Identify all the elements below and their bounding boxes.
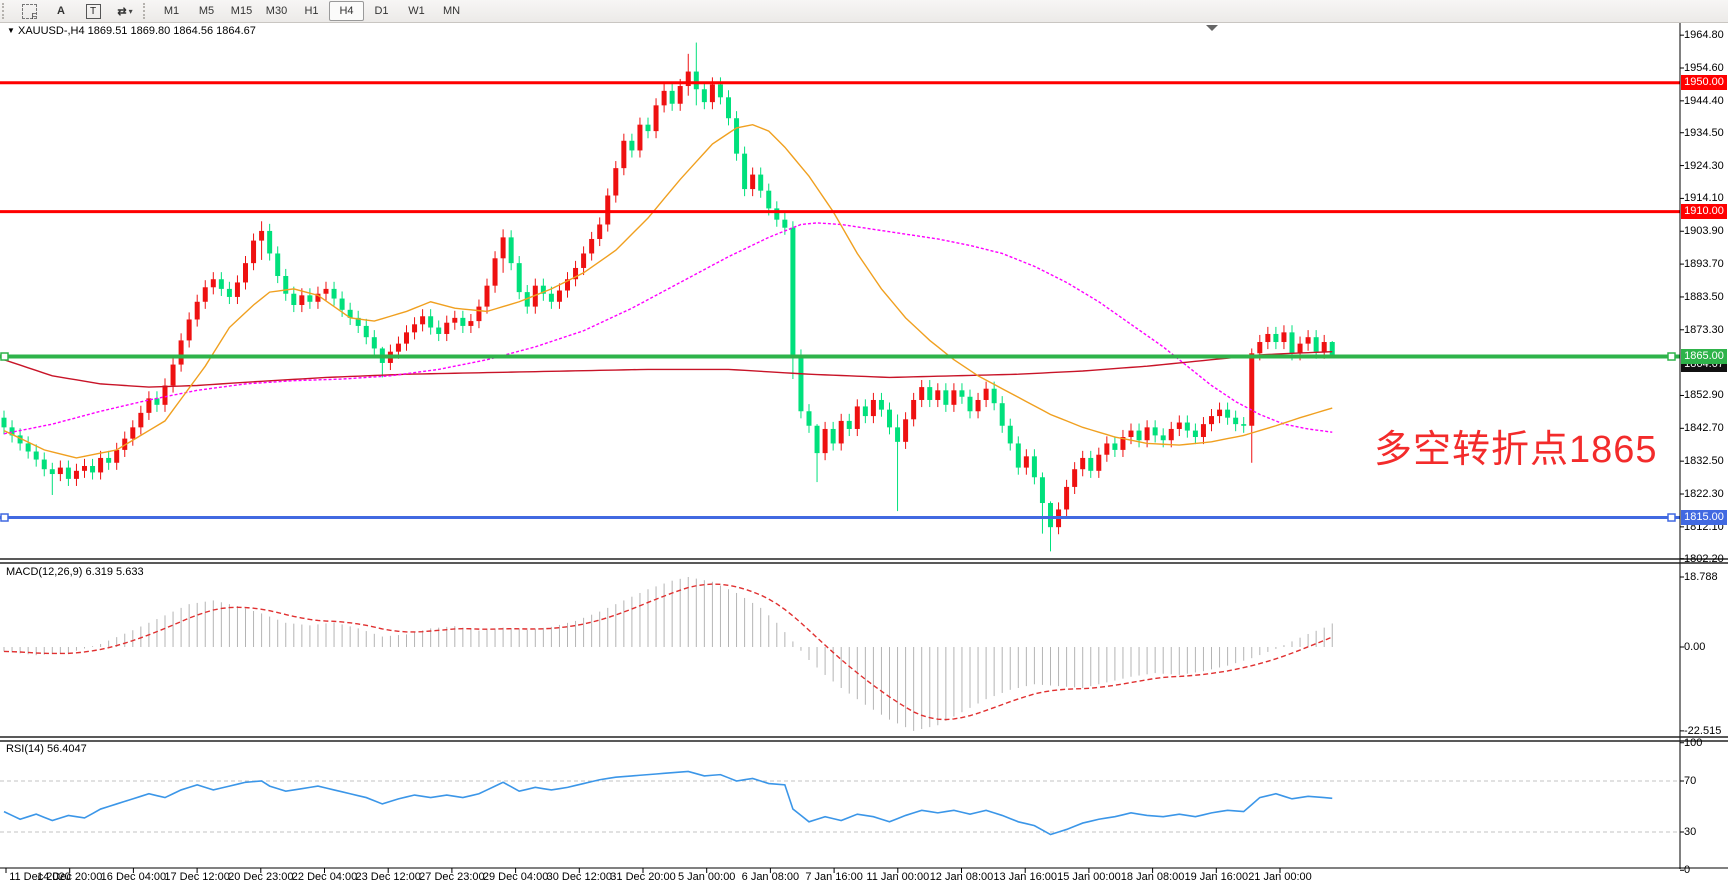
date-tick-label: 22 Dec 04:00	[291, 871, 358, 883]
candlesticks	[1, 42, 1335, 552]
rsi-tick-label: 30	[1684, 826, 1697, 838]
date-tick-label: 23 Dec 12:00	[355, 871, 421, 883]
price-tick-label: 1924.30	[1684, 159, 1724, 172]
date-tick-label: 11 Dec 2020	[9, 871, 71, 883]
date-tick-label: 12 Jan 08:00	[929, 871, 994, 883]
hline-handle-right-1815[interactable]	[1667, 513, 1676, 522]
date-tick-label: 30 Dec 12:00	[546, 871, 613, 883]
price-tick-label: 1914.10	[1684, 192, 1724, 205]
timeframe-button-m30[interactable]: M30	[265, 5, 288, 17]
price-tick-label: 1802.20	[1684, 552, 1724, 565]
price-tick-label: 1964.80	[1684, 29, 1724, 42]
hline-handle-left-1815[interactable]	[0, 513, 9, 522]
price-tick-label: 1842.70	[1684, 422, 1724, 435]
rsi-line	[3, 770, 1333, 836]
hline-handle-right-1865[interactable]	[1667, 352, 1676, 361]
symbol-title: ▼ XAUUSD-,H4 1869.51 1869.80 1864.56 186…	[7, 25, 256, 37]
hline-handle-left-1865[interactable]	[0, 352, 9, 361]
timeframe-button-h1[interactable]: H1	[304, 5, 319, 17]
level-badge-1865: 1865.00	[1681, 349, 1727, 364]
macd-tick-label: -22.515	[1684, 724, 1722, 737]
price-tick-label: 1822.30	[1684, 488, 1724, 500]
date-tick-label: 7 Jan 16:00	[805, 871, 863, 883]
date-tick-label: 13 Jan 16:00	[993, 871, 1057, 883]
dashed-box-glyph: F	[21, 3, 37, 21]
price-tick-label: 1873.30	[1684, 323, 1724, 336]
timeframe-button-m1[interactable]: M1	[163, 5, 180, 17]
price-tick-label: 1852.90	[1684, 389, 1724, 402]
timeframe-button-d1[interactable]: D1	[374, 5, 389, 17]
timeframe-button-m5[interactable]: M5	[198, 5, 215, 17]
rsi-tick-label: 70	[1684, 775, 1697, 787]
chart-shift-marker[interactable]	[1206, 25, 1218, 31]
arrow-tools-icon[interactable]: ⇄ ▾	[117, 5, 133, 18]
date-tick-label: 11 Jan 00:00	[866, 871, 930, 883]
timeframe-button-h4[interactable]: H4	[329, 1, 364, 21]
price-tick-label: 1934.50	[1684, 126, 1724, 139]
price-tick-label: 1883.50	[1684, 290, 1724, 303]
price-tick-label: 1954.60	[1684, 62, 1724, 74]
ma-mid-magenta	[3, 222, 1333, 435]
rsi-tick-label: 100	[1684, 736, 1703, 749]
price-tick-label: 1944.40	[1684, 94, 1724, 107]
chart-annotation-text[interactable]: 多空转折点1865	[1374, 429, 1658, 471]
date-tick-label: 20 Dec 23:00	[228, 871, 294, 883]
price-tick-label: 1893.70	[1684, 258, 1724, 271]
level-badge-1910: 1910.00	[1681, 204, 1727, 220]
dashed-select-f-icon[interactable]: F	[13, 1, 45, 21]
timeframe-toolbar: M1 M5 M15 M30 H1 H4 D1 W1 MN	[154, 1, 469, 21]
ma-slow-darkred	[3, 350, 1333, 388]
toolbar-grip[interactable]	[2, 3, 8, 19]
macd-label: MACD(12,26,9) 6.319 5.633	[6, 566, 144, 578]
timeframe-button-m15[interactable]: M15	[230, 5, 253, 17]
macd-signal-line	[3, 583, 1333, 721]
rsi-label: RSI(14) 56.4047	[6, 743, 87, 755]
collapse-icon[interactable]: ▼	[7, 26, 15, 35]
date-tick-label: 17 Dec 12:00	[164, 871, 230, 883]
symbol-ohlc-text: XAUUSD-,H4 1869.51 1869.80 1864.56 1864.…	[17, 25, 256, 37]
price-tick-label: 1903.90	[1684, 225, 1724, 238]
date-tick-label: 16 Dec 04:00	[100, 871, 167, 883]
level-badge-1950: 1950.00	[1681, 75, 1727, 91]
date-tick-label: 15 Jan 00:00	[1057, 871, 1121, 883]
toolbar-grip-2[interactable]	[143, 3, 149, 19]
timeframe-button-w1[interactable]: W1	[408, 5, 425, 17]
date-tick-label: 5 Jan 00:00	[677, 871, 736, 883]
text-label-icon[interactable]: T	[77, 1, 109, 21]
level-badge-1815: 1815.00	[1681, 510, 1727, 525]
date-tick-label: 6 Jan 08:00	[741, 871, 800, 883]
date-tick-label: 19 Jan 16:00	[1184, 871, 1249, 883]
text-annotation-icon[interactable]: A	[57, 5, 65, 17]
date-tick-label: 14 Dec 20:00	[36, 871, 103, 883]
toolbar: F A T ⇄ ▾ M1 M5 M15 M30 H1 H4 D1 W1 MN	[0, 0, 1728, 23]
date-tick-label: 31 Dec 20:00	[610, 871, 676, 883]
ma-fast-orange	[3, 123, 1333, 459]
date-tick-label: 21 Jan 00:00	[1248, 871, 1312, 883]
date-tick-label: 29 Dec 04:00	[482, 871, 549, 883]
rsi-tick-label: 0	[1684, 864, 1691, 877]
price-tick-label: 1832.50	[1684, 455, 1724, 468]
date-tick-label: 27 Dec 23:00	[419, 871, 485, 883]
macd-histogram	[3, 576, 1333, 731]
chevron-down-icon: ▾	[128, 6, 133, 16]
date-tick-label: 18 Jan 08:00	[1120, 871, 1185, 883]
macd-tick-label: 0.00	[1684, 641, 1706, 653]
timeframe-button-mn[interactable]: MN	[442, 5, 461, 17]
macd-tick-label: 18.788	[1684, 570, 1718, 583]
